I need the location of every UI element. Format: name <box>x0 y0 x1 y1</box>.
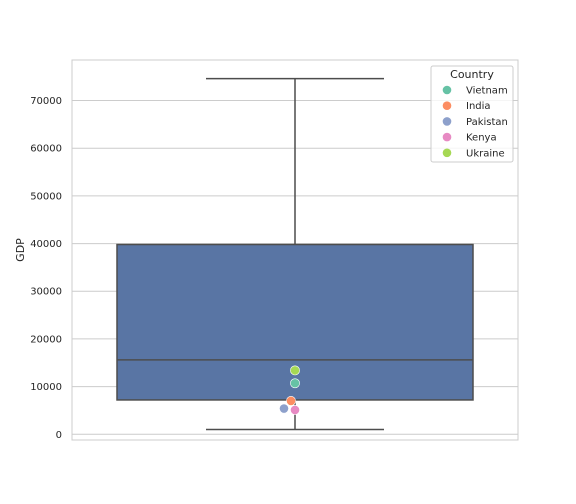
y-tick-label: 60000 <box>30 144 62 155</box>
data-point-ukraine <box>290 365 300 376</box>
legend-label-ukraine: Ukraine <box>466 148 505 159</box>
legend-marker-kenya <box>442 132 452 142</box>
data-point-india <box>286 396 296 406</box>
plot-frame <box>71 59 519 441</box>
legend: Country Vietnam India Pakistan Kenya Ukraine <box>430 65 514 163</box>
legend-marker-pakistan <box>442 117 452 126</box>
y-tick-label: 50000 <box>30 191 62 202</box>
box-plot <box>116 77 474 431</box>
y-tick-label: 30000 <box>30 287 62 298</box>
y-tick-label: 40000 <box>30 239 62 250</box>
legend-label-pakistan: Pakistan <box>466 117 508 128</box>
y-tick-label: 20000 <box>30 334 62 345</box>
legend-box <box>430 65 514 163</box>
y-tick-labels: 0 10000 20000 30000 40000 50000 60000 70000 <box>30 96 62 441</box>
legend-title: Country <box>450 68 494 81</box>
iqr-box <box>116 243 474 401</box>
legend-items: Vietnam India Pakistan Kenya Ukraine <box>442 85 508 159</box>
y-axis-label: GDP <box>14 238 27 262</box>
data-point-kenya <box>290 405 300 415</box>
y-tick-label: 70000 <box>30 96 62 107</box>
legend-marker-vietnam <box>442 85 452 95</box>
data-points <box>279 365 300 415</box>
data-point-vietnam <box>290 378 300 389</box>
legend-marker-ukraine <box>442 148 452 158</box>
legend-label-india: India <box>466 101 491 112</box>
legend-label-vietnam: Vietnam <box>466 86 508 97</box>
y-tick-label: 0 <box>56 430 62 441</box>
legend-label-kenya: Kenya <box>466 133 497 144</box>
legend-marker-india <box>442 101 452 110</box>
data-point-pakistan <box>279 403 289 414</box>
y-tick-label: 10000 <box>30 382 62 393</box>
